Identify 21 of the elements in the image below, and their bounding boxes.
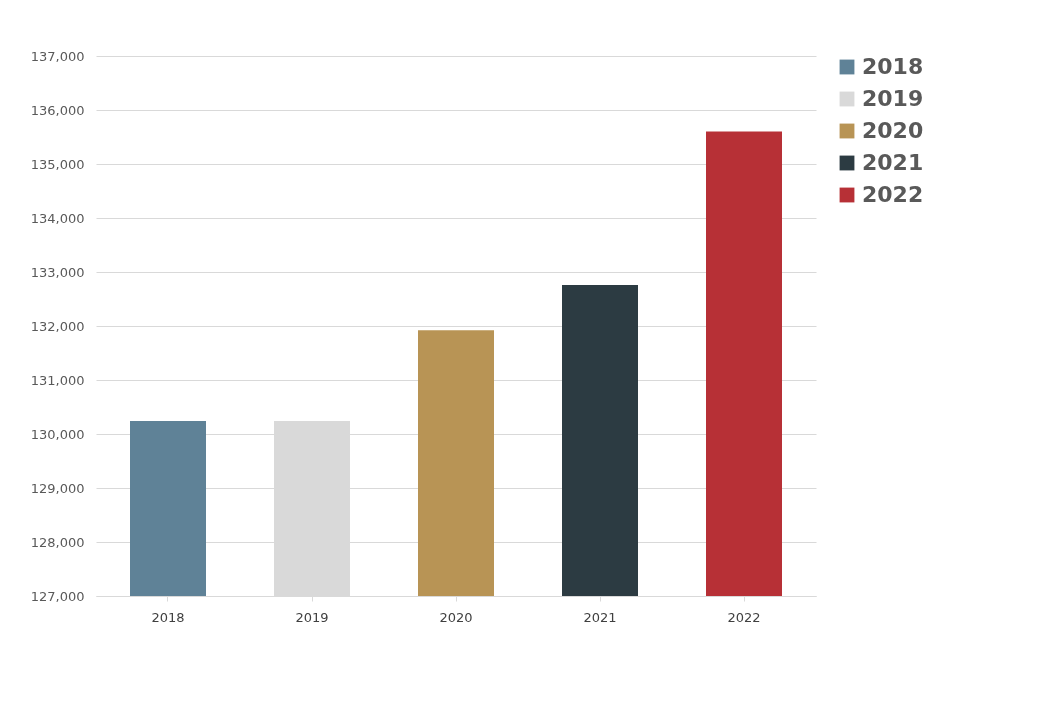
legend-label: 2018 [862,54,924,79]
y-tick-label: 130,000 [30,426,85,442]
y-tick-label: 133,000 [30,264,85,280]
y-tick-label: 134,000 [30,210,85,226]
x-tick-label: 2019 [295,609,329,625]
y-tick-label: 129,000 [30,480,85,496]
x-tick-label: 2021 [583,609,617,625]
legend-label: 2022 [862,182,924,207]
x-tick-label: 2020 [439,609,473,625]
y-tick-label: 135,000 [30,156,85,172]
y-tick-label: 132,000 [30,318,85,334]
x-tick-label: 2022 [727,609,761,625]
y-tick-label: 137,000 [30,48,85,64]
y-tick-label: 128,000 [30,534,85,550]
y-tick-label: 131,000 [30,372,85,388]
y-tick-label: 136,000 [30,102,85,118]
legend-label: 2021 [862,150,924,175]
x-tick-label: 2018 [151,609,185,625]
y-tick-label: 127,000 [30,588,85,604]
legend-label: 2019 [862,86,924,111]
legend-label: 2020 [862,118,924,143]
